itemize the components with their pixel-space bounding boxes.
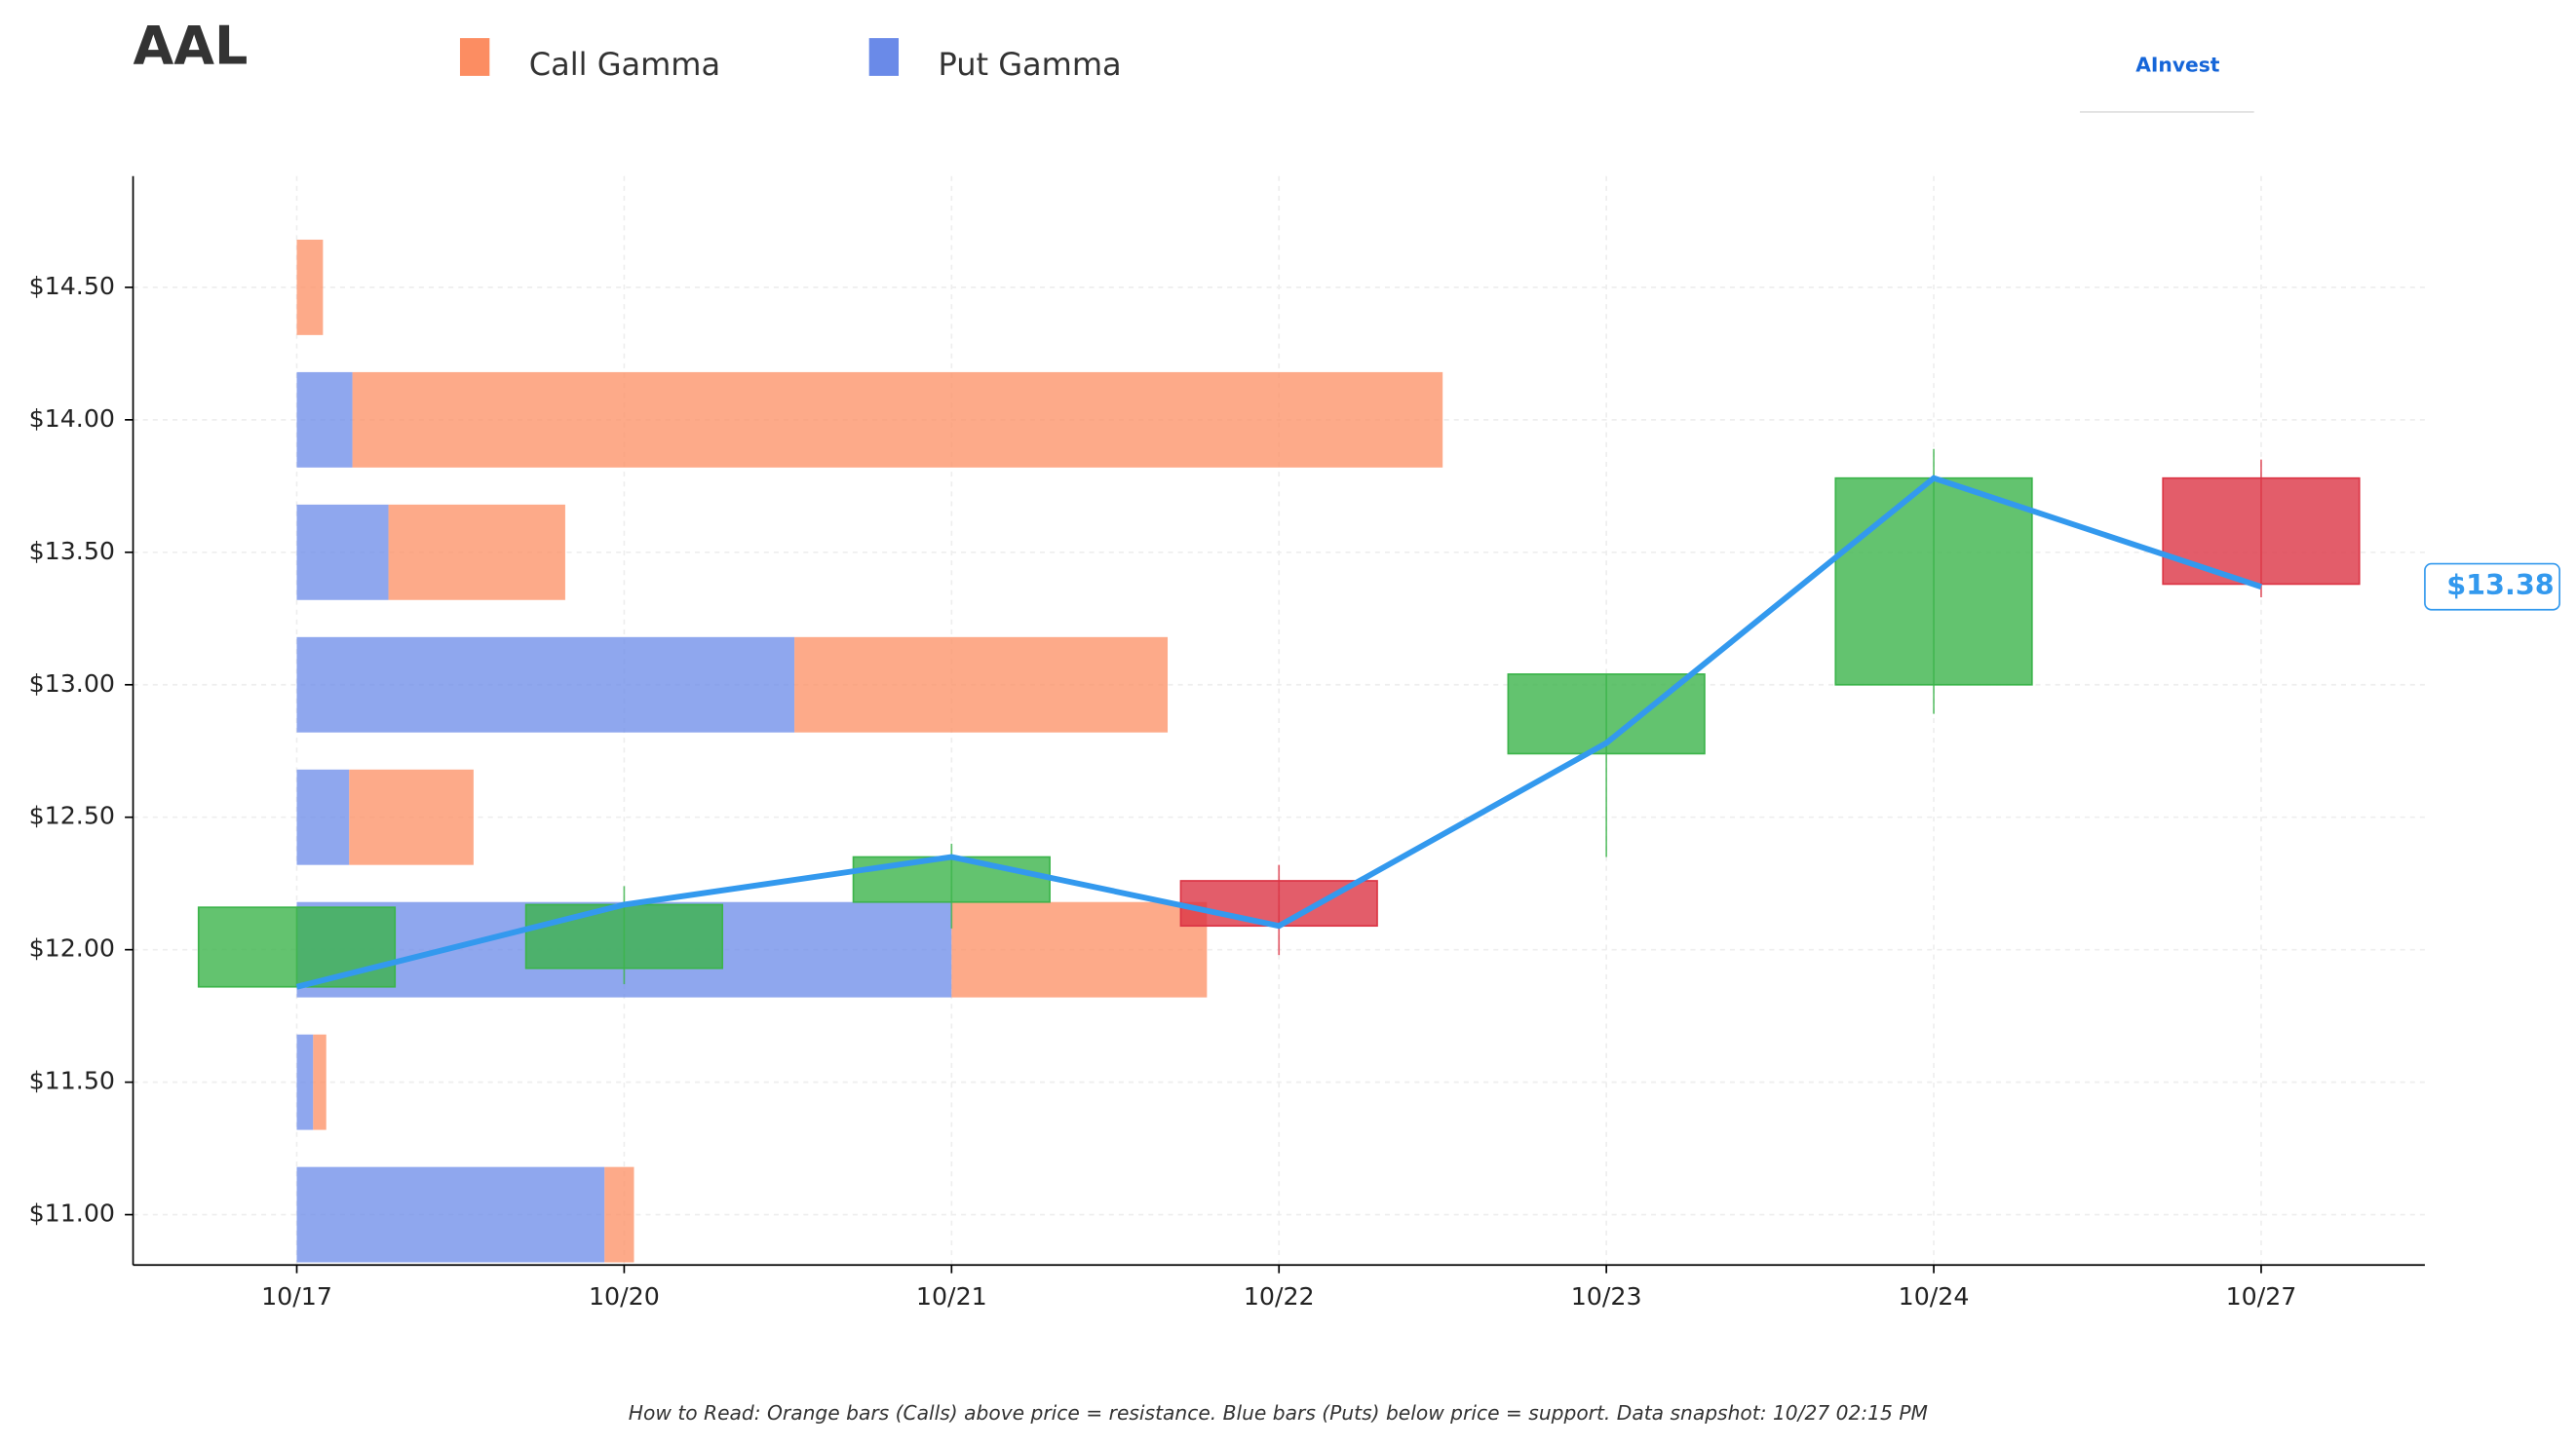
logo: AInvest [2135,53,2219,76]
legend-label: Call Gamma [529,46,720,83]
gamma-bar [951,901,1208,998]
legend-label: Put Gamma [938,46,1121,83]
x-tick-label: 10/17 [261,1282,332,1311]
gamma-bar [296,1166,605,1263]
y-tick-label: $11.50 [29,1067,115,1095]
gamma-bar [296,1034,314,1130]
gamma-bar [313,1034,327,1130]
gamma-bar [352,371,1443,468]
gamma-bar [604,1166,634,1263]
legend-swatch [459,38,490,76]
x-tick-label: 10/22 [1244,1282,1315,1311]
chart-title: AAL [134,16,249,77]
candle-body [197,906,397,988]
price-line [295,475,2262,990]
x-tick-label: 10/21 [916,1282,987,1311]
gamma-bar [296,239,324,335]
x-tick-label: 10/27 [2226,1282,2297,1311]
y-tick-label: $13.50 [29,537,115,565]
price-label: $13.38 [2446,568,2555,601]
y-tick-label: $11.00 [29,1199,115,1228]
x-tick-label: 10/20 [589,1282,660,1311]
footnote: How to Read: Orange bars (Calls) above p… [629,1401,1928,1425]
y-tick-label: $12.00 [29,934,115,963]
x-tick-label: 10/24 [1899,1282,1970,1311]
candle-body [524,903,724,970]
legend-swatch [868,38,900,76]
gamma-bar [349,769,474,865]
gamma-bar [794,636,1169,733]
x-tick-label: 10/23 [1571,1282,1642,1311]
candle-body [1834,476,2033,686]
y-tick-label: $12.50 [29,802,115,830]
y-tick-label: $14.50 [29,272,115,300]
y-tick-label: $14.00 [29,404,115,433]
gamma-bar [388,504,565,600]
gamma-bar [296,504,389,600]
gamma-bar [296,371,353,468]
candle-body [852,856,1051,903]
y-tick-label: $13.00 [29,669,115,698]
price-badge [2424,562,2560,611]
gamma-bar [296,769,350,865]
gamma-bar [296,636,795,733]
candle-body [2162,476,2361,586]
